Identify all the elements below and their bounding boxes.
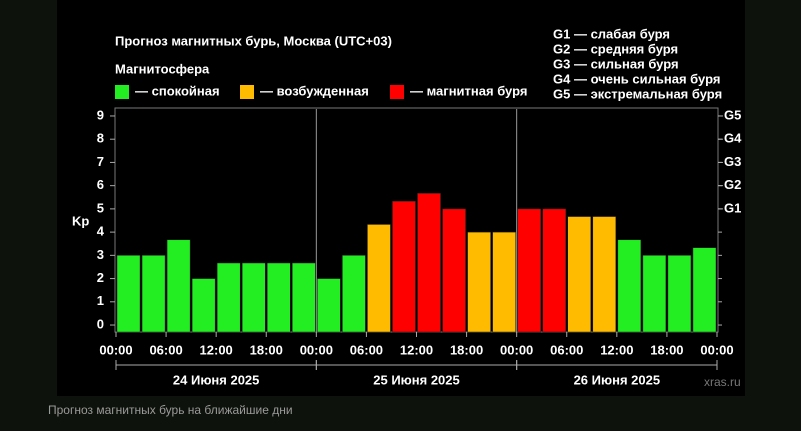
x-tick-label: 06:00 — [149, 342, 182, 357]
legend-title: Магнитосфера — [115, 61, 210, 76]
x-tick-label: 18:00 — [250, 342, 283, 357]
bar — [442, 208, 466, 333]
legend-label: — возбужденная — [260, 83, 369, 98]
x-tick-label: 18:00 — [650, 342, 683, 357]
x-tick-label: 06:00 — [550, 342, 583, 357]
bar — [241, 262, 266, 333]
x-tick-label: 12:00 — [200, 342, 233, 357]
y-axis-label: Kp — [72, 213, 89, 228]
y-tick-label: 9 — [97, 107, 104, 122]
legend-swatch — [240, 85, 254, 99]
legend-swatch — [390, 85, 404, 99]
bar — [492, 231, 516, 333]
x-tick-label: 00:00 — [300, 342, 333, 357]
y2-tick-label: G4 — [724, 131, 742, 146]
x-tick-label: 06:00 — [350, 342, 383, 357]
bar — [392, 200, 416, 333]
x-tick-label: 12:00 — [400, 342, 433, 357]
caption: Прогноз магнитных бурь на ближайшие дни — [48, 403, 293, 417]
bar — [317, 278, 341, 333]
y2-tick-label: G3 — [724, 154, 741, 169]
bar — [141, 255, 166, 333]
storm-level: G4 — очень сильная буря — [553, 71, 720, 86]
x-tick-label: 00:00 — [500, 342, 533, 357]
bar — [267, 262, 291, 333]
storm-level: G3 — сильная буря — [553, 56, 679, 71]
bar — [292, 262, 316, 333]
watermark: xras.ru — [704, 375, 741, 389]
bar — [216, 262, 241, 333]
bar — [417, 193, 441, 333]
y2-tick-label: G2 — [724, 177, 741, 192]
y-tick-label: 2 — [97, 270, 104, 285]
bar — [567, 216, 592, 333]
y-tick-label: 0 — [97, 316, 104, 331]
bar — [542, 208, 566, 333]
bar — [592, 216, 617, 333]
y-tick-label: 7 — [97, 154, 104, 169]
legend-label: — магнитная буря — [410, 83, 527, 98]
storm-level: G2 — средняя буря — [553, 41, 678, 56]
day-label: 24 Июня 2025 — [173, 372, 260, 387]
x-tick-label: 00:00 — [99, 342, 132, 357]
y-tick-label: 8 — [97, 131, 104, 146]
bar — [191, 278, 216, 333]
x-tick-label: 00:00 — [700, 342, 733, 357]
bar — [342, 255, 366, 333]
bar — [517, 208, 541, 333]
bar — [667, 255, 692, 333]
y2-tick-label: G1 — [724, 200, 741, 215]
y-tick-label: 5 — [97, 200, 104, 215]
day-label: 26 Июня 2025 — [574, 372, 661, 387]
bar — [617, 239, 642, 333]
legend-label: — спокойная — [135, 83, 220, 98]
x-tick-label: 12:00 — [600, 342, 633, 357]
chart-title: Прогноз магнитных бурь, Москва (UTC+03) — [115, 33, 392, 48]
y-tick-label: 3 — [97, 247, 104, 262]
storm-level: G1 — слабая буря — [553, 26, 670, 41]
bar — [642, 255, 667, 333]
bar — [467, 231, 491, 333]
bar — [692, 247, 717, 333]
bar — [166, 239, 191, 333]
bar — [116, 255, 141, 333]
storm-level: G5 — экстремальная буря — [553, 86, 722, 101]
y-tick-label: 4 — [97, 224, 105, 239]
x-tick-label: 18:00 — [450, 342, 483, 357]
y-tick-label: 6 — [97, 177, 104, 192]
y-tick-label: 1 — [97, 293, 104, 308]
legend-swatch — [115, 85, 129, 99]
bar — [367, 224, 391, 333]
y2-tick-label: G5 — [724, 107, 741, 122]
day-label: 25 Июня 2025 — [373, 372, 460, 387]
